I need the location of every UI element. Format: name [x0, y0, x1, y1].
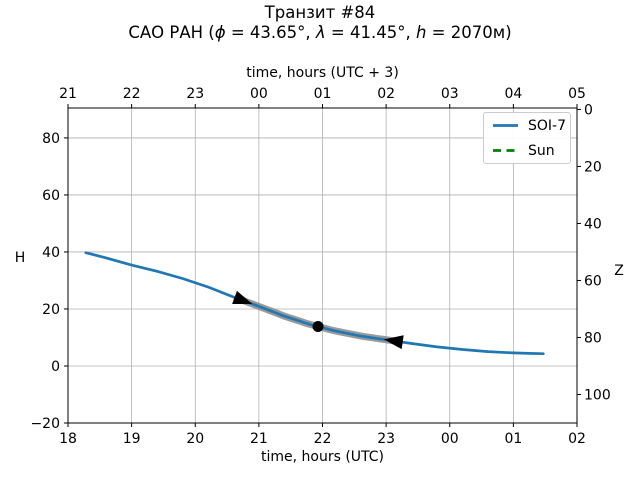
sun-line-swatch: [493, 149, 518, 152]
y-tick-label-right: 40: [584, 216, 602, 232]
x-tick-label-top: 04: [504, 86, 522, 102]
x-tick-label-top: 02: [377, 86, 395, 102]
xlabel-bottom: time, hours (UTC): [261, 449, 384, 465]
x-tick-label-top: 22: [123, 86, 141, 102]
y-tick-label-right: 80: [584, 330, 602, 346]
legend-item-soi7: SOI-7: [484, 113, 570, 138]
y-tick-label-left: 20: [42, 302, 60, 318]
legend-item-sun: Sun: [484, 138, 570, 163]
subtitle-segment: ϕ: [214, 23, 226, 42]
subtitle-segment: = 43.65°,: [225, 23, 316, 42]
x-tick-label-bottom: 19: [123, 431, 141, 447]
y-tick-label-left: 80: [42, 131, 60, 147]
x-tick-label-bottom: 23: [377, 431, 395, 447]
x-tick-label-bottom: 01: [504, 431, 522, 447]
x-tick-label-top: 23: [186, 86, 204, 102]
subtitle-segment: h: [415, 23, 427, 42]
mid-transit-marker: [312, 320, 324, 332]
x-tick-label-bottom: 20: [186, 431, 204, 447]
ylabel-left: H: [15, 250, 26, 266]
x-tick-label-bottom: 02: [568, 431, 586, 447]
y-tick-label-right: 100: [584, 387, 611, 403]
chart-subtitle-text: САО РАН (ϕ = 43.65°, λ = 41.45°, h = 207…: [128, 23, 511, 42]
x-tick-label-top: 00: [250, 86, 268, 102]
subtitle-segment: САО РАН (: [128, 23, 215, 42]
y-tick-label-left: 0: [51, 359, 60, 375]
x-tick-label-top: 21: [59, 86, 77, 102]
x-tick-label-bottom: 00: [441, 431, 459, 447]
legend: SOI-7 Sun: [483, 112, 571, 164]
legend-label-soi7: SOI-7: [528, 117, 566, 134]
chart-title: Транзит #84: [264, 3, 376, 22]
y-tick-label-left: 40: [42, 245, 60, 261]
y-tick-label-left: −20: [30, 416, 60, 432]
chart-subtitle: САО РАН (ϕ = 43.65°, λ = 41.45°, h = 207…: [0, 23, 640, 43]
x-tick-label-bottom: 18: [59, 431, 77, 447]
subtitle-segment: = 41.45°,: [325, 23, 416, 42]
y-tick-label-right: 60: [584, 273, 602, 289]
subtitle-segment: λ: [315, 23, 326, 42]
soi7-curve: [84, 251, 545, 356]
xlabel-top: time, hours (UTC + 3): [246, 65, 399, 81]
x-tick-label-top: 01: [314, 86, 332, 102]
x-tick-label-top: 03: [441, 86, 459, 102]
x-tick-label-bottom: 21: [250, 431, 268, 447]
subtitle-segment: = 2070м): [426, 23, 512, 42]
transit-end-marker: [383, 335, 404, 350]
y-tick-label-right: 0: [584, 102, 593, 118]
transit-band: [241, 297, 395, 345]
ylabel-right: Z: [614, 263, 624, 279]
x-tick-label-bottom: 22: [314, 431, 332, 447]
x-tick-label-top: 05: [568, 86, 586, 102]
transit-start-marker: [232, 290, 253, 305]
legend-label-sun: Sun: [528, 142, 555, 159]
y-tick-label-right: 20: [584, 159, 602, 175]
soi7-line-swatch: [493, 124, 518, 127]
y-tick-label-left: 60: [42, 188, 60, 204]
